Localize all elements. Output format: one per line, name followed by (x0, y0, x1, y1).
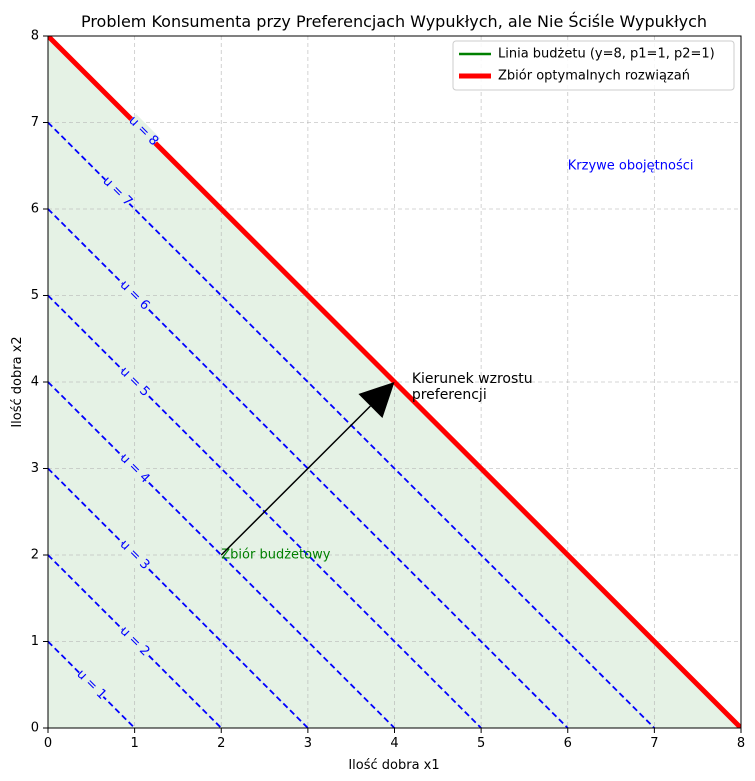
indifference-curve-u6 (48, 208, 569, 728)
indifference-curve-u3 (48, 467, 309, 728)
annotation-text: Krzywe obojętności (568, 158, 694, 173)
indifference-label-bg (117, 538, 152, 572)
y-tick-label: 8 (31, 29, 39, 44)
x-tick-label: 6 (564, 736, 572, 751)
x-tick-label: 1 (130, 736, 138, 751)
y-axis-label: Ilość dobra x2 (10, 336, 25, 427)
plot-area: u = 1u = 2u = 3u = 4u = 5u = 6u = 7u = 8… (47, 35, 742, 729)
x-tick-label: 4 (390, 736, 398, 751)
indifference-label-bg (74, 667, 109, 702)
y-tick-label: 5 (31, 288, 39, 303)
x-tick-label: 8 (737, 736, 745, 751)
indifference-curve-u4 (48, 381, 396, 728)
x-tick-label: 5 (477, 736, 485, 751)
indifference-label-bg (117, 624, 152, 659)
preference-arrow-head (358, 382, 395, 419)
indifference-label-bg (117, 365, 152, 399)
legend: Linia budżetu (y=8, p1=1, p2=1) Zbiór opt… (452, 40, 735, 91)
legend-label: Linia budżetu (y=8, p1=1, p2=1) (498, 47, 715, 62)
indifference-label-bg (126, 114, 161, 149)
indifference-label-bg (100, 174, 135, 209)
indifference-label-bg (117, 451, 152, 486)
arrow-label-line: Kierunek wzrostu (412, 371, 533, 387)
legend-label: Zbiór optymalnych rozwiązań (498, 69, 690, 84)
annotation-text: Zbiór budżetowy (221, 548, 330, 563)
preference-arrow-shaft (220, 405, 371, 556)
x-tick-label: 7 (650, 736, 658, 751)
arrow-label-line: preferencji (412, 387, 487, 403)
indifference-label-bg (117, 278, 152, 313)
y-tick-label: 7 (31, 115, 39, 130)
axes: 0 1 2 3 4 5 6 7 8 0 1 2 3 4 5 6 7 8 (31, 29, 745, 752)
x-tick-label: 0 (44, 736, 52, 751)
x-tick-label: 2 (217, 736, 225, 751)
indifference-curve-u2 (48, 554, 222, 728)
y-tick-label: 0 (31, 721, 39, 736)
y-tick-label: 1 (31, 634, 39, 649)
x-axis-label: Ilość dobra x1 (348, 758, 439, 773)
y-tick-label: 2 (31, 548, 39, 563)
chart-title: Problem Konsumenta przy Preferencjach Wy… (81, 12, 707, 31)
y-tick-label: 6 (31, 202, 39, 217)
x-tick-label: 3 (304, 736, 312, 751)
y-tick-label: 4 (31, 375, 39, 390)
y-tick-label: 3 (31, 461, 39, 476)
legend-box (452, 40, 735, 91)
